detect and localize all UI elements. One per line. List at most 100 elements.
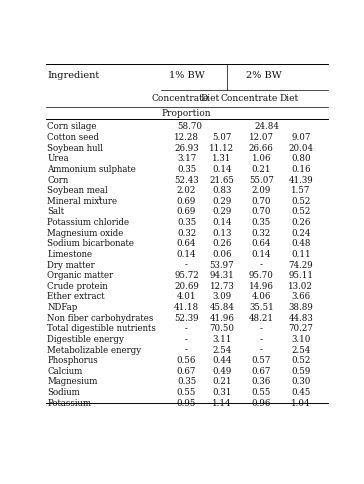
Text: 0.14: 0.14: [212, 218, 232, 227]
Text: 24.84: 24.84: [254, 122, 280, 132]
Text: 1.04: 1.04: [291, 399, 310, 408]
Text: Organic matter: Organic matter: [47, 271, 114, 280]
Text: Corn silage: Corn silage: [47, 122, 97, 132]
Text: 11.12: 11.12: [209, 144, 234, 153]
Text: 14.96: 14.96: [249, 282, 274, 291]
Text: -: -: [185, 335, 188, 344]
Text: 0.31: 0.31: [212, 388, 232, 397]
Text: 1: 1: [98, 197, 101, 201]
Text: Calcium: Calcium: [47, 367, 83, 376]
Text: 0.35: 0.35: [177, 378, 196, 386]
Text: 0.24: 0.24: [291, 228, 310, 238]
Text: 0.67: 0.67: [252, 367, 271, 376]
Text: Corn: Corn: [47, 176, 69, 184]
Text: 3.66: 3.66: [291, 292, 310, 302]
Text: Urea: Urea: [47, 154, 69, 163]
Text: 1.57: 1.57: [291, 186, 310, 195]
Text: 0.55: 0.55: [252, 388, 271, 397]
Text: 5.07: 5.07: [212, 133, 232, 142]
Text: 0.96: 0.96: [252, 399, 271, 408]
Text: Potassium: Potassium: [47, 399, 91, 408]
Text: Dry matter: Dry matter: [47, 260, 95, 270]
Text: 0.83: 0.83: [212, 186, 232, 195]
Text: Sodium bicarbonate: Sodium bicarbonate: [47, 239, 134, 248]
Text: 0.59: 0.59: [291, 367, 310, 376]
Text: 26.93: 26.93: [174, 144, 199, 153]
Text: 0.26: 0.26: [212, 239, 232, 248]
Text: NDFap: NDFap: [47, 303, 78, 312]
Text: 0.49: 0.49: [212, 367, 232, 376]
Text: 20.69: 20.69: [174, 282, 199, 291]
Text: 52.43: 52.43: [174, 176, 199, 184]
Text: -: -: [260, 335, 263, 344]
Text: Diet: Diet: [279, 94, 298, 103]
Text: Limestone: Limestone: [47, 250, 92, 259]
Text: 0.32: 0.32: [177, 228, 196, 238]
Text: Concentrate: Concentrate: [152, 94, 209, 103]
Text: 0.52: 0.52: [291, 356, 310, 365]
Text: -: -: [185, 346, 188, 354]
Text: 0.80: 0.80: [291, 154, 310, 163]
Text: 4.06: 4.06: [252, 292, 271, 302]
Text: Potassium chloride: Potassium chloride: [47, 218, 130, 227]
Text: 35.51: 35.51: [249, 303, 274, 312]
Text: 70.27: 70.27: [288, 324, 313, 333]
Text: Non fiber carbohydrates: Non fiber carbohydrates: [47, 314, 154, 323]
Text: 94.31: 94.31: [209, 271, 234, 280]
Text: Crude protein: Crude protein: [47, 282, 108, 291]
Text: 0.64: 0.64: [252, 239, 271, 248]
Text: 2% BW: 2% BW: [246, 72, 282, 80]
Text: 0.95: 0.95: [177, 399, 196, 408]
Text: 1.31: 1.31: [212, 154, 232, 163]
Text: 0.06: 0.06: [212, 250, 232, 259]
Text: 0.57: 0.57: [252, 356, 271, 365]
Text: 0.55: 0.55: [177, 388, 196, 397]
Text: 2.09: 2.09: [252, 186, 271, 195]
Text: 0.36: 0.36: [252, 378, 271, 386]
Text: Magnesium oxide: Magnesium oxide: [47, 228, 124, 238]
Text: 38.89: 38.89: [288, 303, 313, 312]
Text: -: -: [260, 346, 263, 354]
Text: 0.45: 0.45: [291, 388, 310, 397]
Text: 26.66: 26.66: [249, 144, 274, 153]
Text: 58.70: 58.70: [178, 122, 203, 132]
Text: Digestible energy: Digestible energy: [47, 335, 124, 344]
Text: Soybean hull: Soybean hull: [47, 144, 103, 153]
Text: 0.35: 0.35: [252, 218, 271, 227]
Text: -: -: [185, 324, 188, 333]
Text: 0.11: 0.11: [291, 250, 310, 259]
Text: 9.07: 9.07: [291, 133, 310, 142]
Text: 1.14: 1.14: [212, 399, 232, 408]
Text: Soybean meal: Soybean meal: [47, 186, 108, 195]
Text: Magnesium: Magnesium: [47, 378, 98, 386]
Text: Total digestible nutrients: Total digestible nutrients: [47, 324, 157, 333]
Text: 0.35: 0.35: [177, 218, 196, 227]
Text: 45.84: 45.84: [209, 303, 234, 312]
Text: Proportion: Proportion: [162, 109, 211, 118]
Text: 41.18: 41.18: [174, 303, 199, 312]
Text: 1.06: 1.06: [252, 154, 271, 163]
Text: 0.16: 0.16: [291, 165, 310, 174]
Text: 52.39: 52.39: [174, 314, 199, 323]
Text: 2.02: 2.02: [177, 186, 196, 195]
Text: 0.32: 0.32: [252, 228, 271, 238]
Text: 13.02: 13.02: [288, 282, 313, 291]
Text: 12.28: 12.28: [174, 133, 199, 142]
Text: 41.96: 41.96: [209, 314, 234, 323]
Text: Salt: Salt: [47, 208, 64, 216]
Text: Ingredient: Ingredient: [47, 72, 100, 80]
Text: 0.69: 0.69: [177, 208, 196, 216]
Text: 2.54: 2.54: [212, 346, 232, 354]
Text: 3.11: 3.11: [212, 335, 232, 344]
Text: -: -: [185, 260, 188, 270]
Text: 95.72: 95.72: [174, 271, 199, 280]
Text: 0.14: 0.14: [177, 250, 196, 259]
Text: 12.07: 12.07: [249, 133, 274, 142]
Text: 3.09: 3.09: [212, 292, 232, 302]
Text: 0.14: 0.14: [252, 250, 271, 259]
Text: Mineral mixture: Mineral mixture: [47, 197, 118, 206]
Text: 95.11: 95.11: [288, 271, 313, 280]
Text: 4.01: 4.01: [177, 292, 196, 302]
Text: 41.39: 41.39: [288, 176, 313, 184]
Text: 0.35: 0.35: [177, 165, 196, 174]
